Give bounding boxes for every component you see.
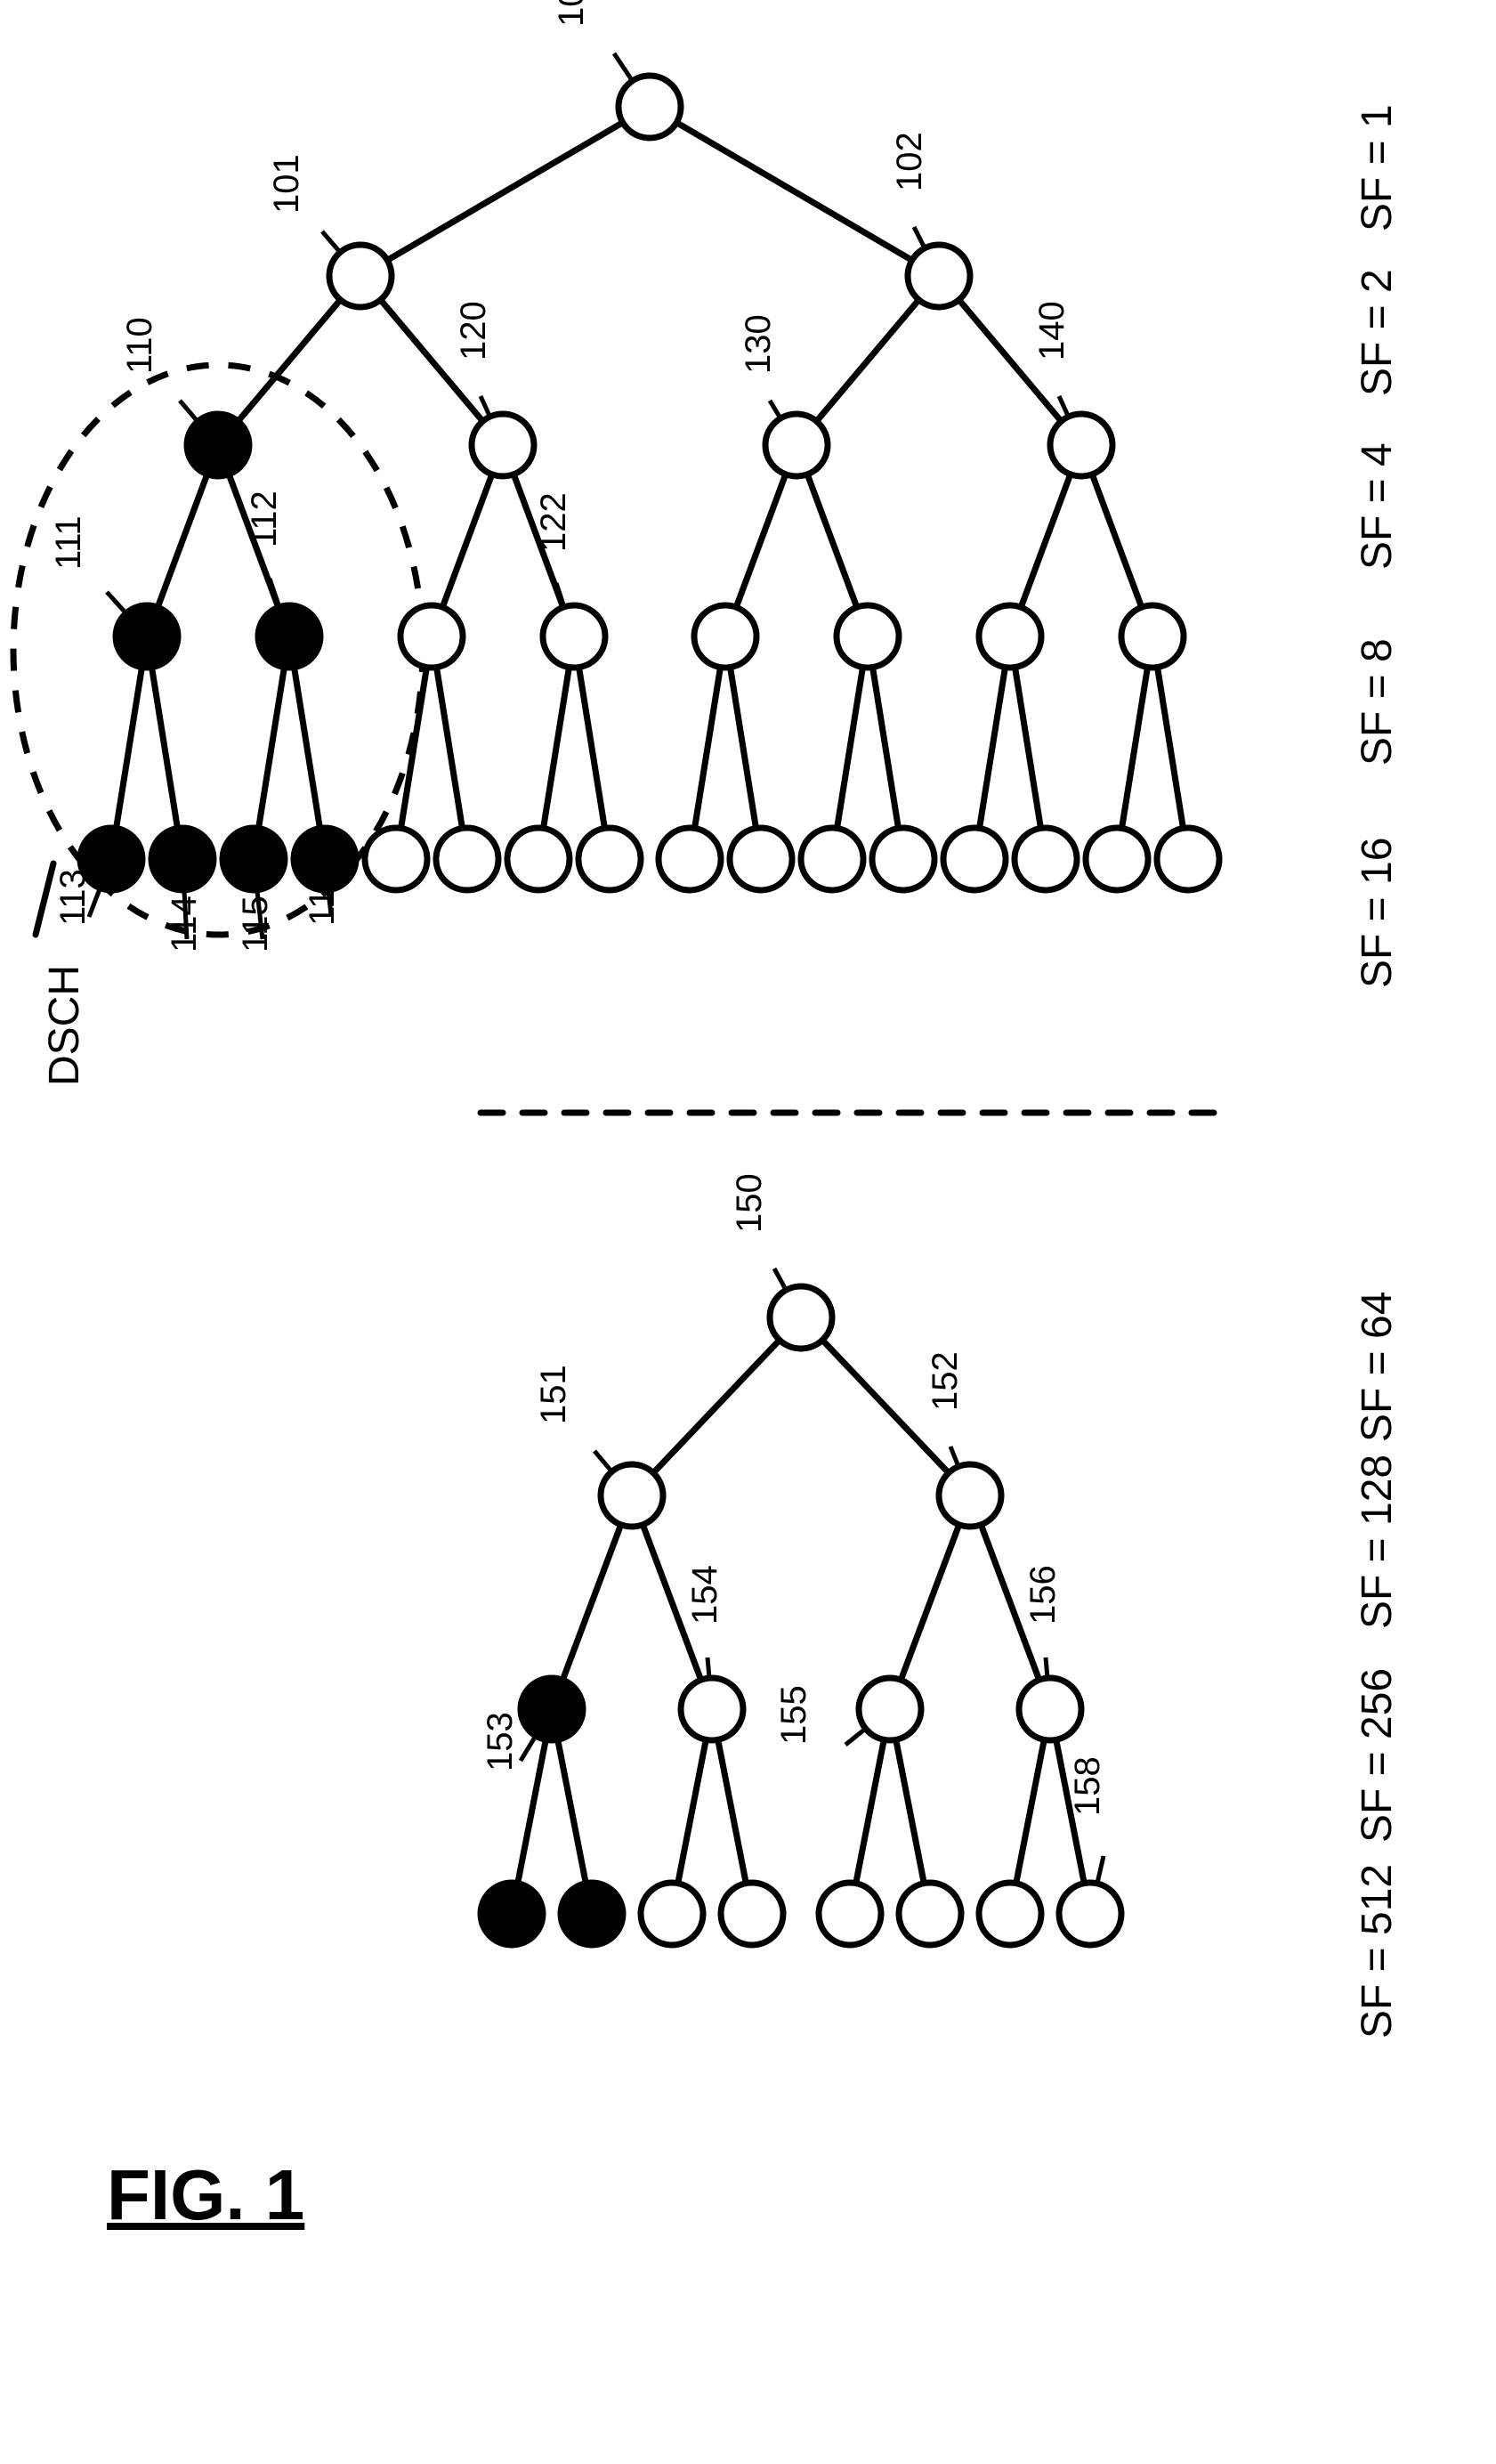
node-label-122: 122 [534, 492, 574, 552]
node-label-110: 110 [120, 317, 160, 374]
sf-label-1: SF = 2 [1353, 269, 1402, 396]
node-label-130: 130 [739, 314, 779, 374]
figure-label: FIG. 1 [107, 2154, 304, 2236]
node-label-120: 120 [454, 301, 494, 361]
sf-label-4: SF = 16 [1353, 838, 1402, 988]
node-label-152: 152 [926, 1351, 966, 1411]
node-label-153: 153 [481, 1712, 521, 1771]
node-label-114: 114 [165, 896, 205, 952]
sf-label-7: SF = 256 [1353, 1668, 1402, 1843]
sf-label-8: SF = 512 [1353, 1864, 1402, 2038]
node-label-140: 140 [1032, 301, 1072, 361]
sf-label-3: SF = 8 [1353, 638, 1402, 766]
sf-label-5: SF = 64 [1353, 1292, 1402, 1442]
node-label-155: 155 [774, 1685, 814, 1745]
node-label-116: 116 [303, 869, 343, 926]
sf-label-0: SF = 1 [1353, 104, 1402, 231]
node-label-111: 111 [49, 515, 89, 570]
sf-label-6: SF = 128 [1353, 1455, 1402, 1629]
node-label-100: 100 [552, 0, 592, 27]
figure-page: { "figure_label": "FIG. 1", "dsch_label"… [0, 0, 1496, 2464]
node-label-102: 102 [890, 132, 930, 191]
node-label-154: 154 [685, 1565, 725, 1625]
node-label-115: 115 [236, 896, 276, 952]
node-label-150: 150 [730, 1173, 770, 1233]
node-label-113: 113 [53, 869, 93, 926]
node-label-101: 101 [267, 154, 307, 214]
dsch-label: DSCH [40, 965, 89, 1086]
node-label-112: 112 [245, 490, 285, 547]
node-label-151: 151 [534, 1365, 574, 1424]
sf-label-2: SF = 4 [1353, 442, 1402, 570]
node-label-156: 156 [1023, 1565, 1063, 1625]
node-label-158: 158 [1068, 1756, 1108, 1816]
